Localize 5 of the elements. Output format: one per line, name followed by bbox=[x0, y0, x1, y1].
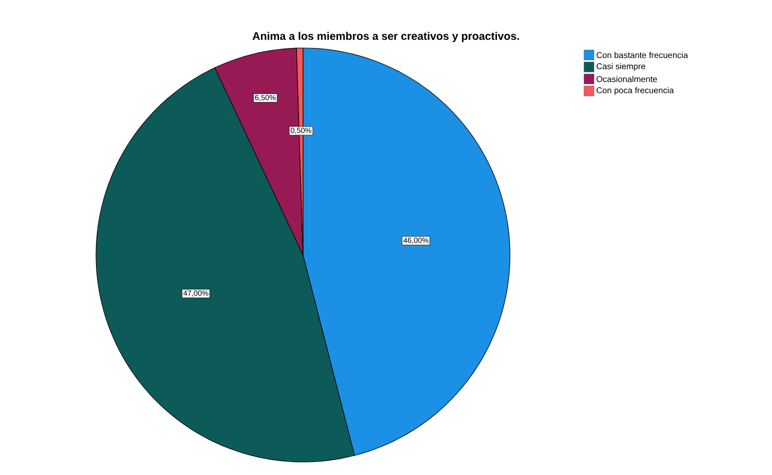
chart-title: Anima a los miembros a ser creativos y proactivos. bbox=[252, 32, 519, 42]
legend-label: Casi siempre bbox=[596, 63, 646, 71]
legend-label: Con poca frecuencia bbox=[596, 87, 674, 95]
legend-label: Con bastante frecuencia bbox=[596, 52, 688, 58]
legend-label: Ocasionalmente bbox=[596, 76, 658, 82]
